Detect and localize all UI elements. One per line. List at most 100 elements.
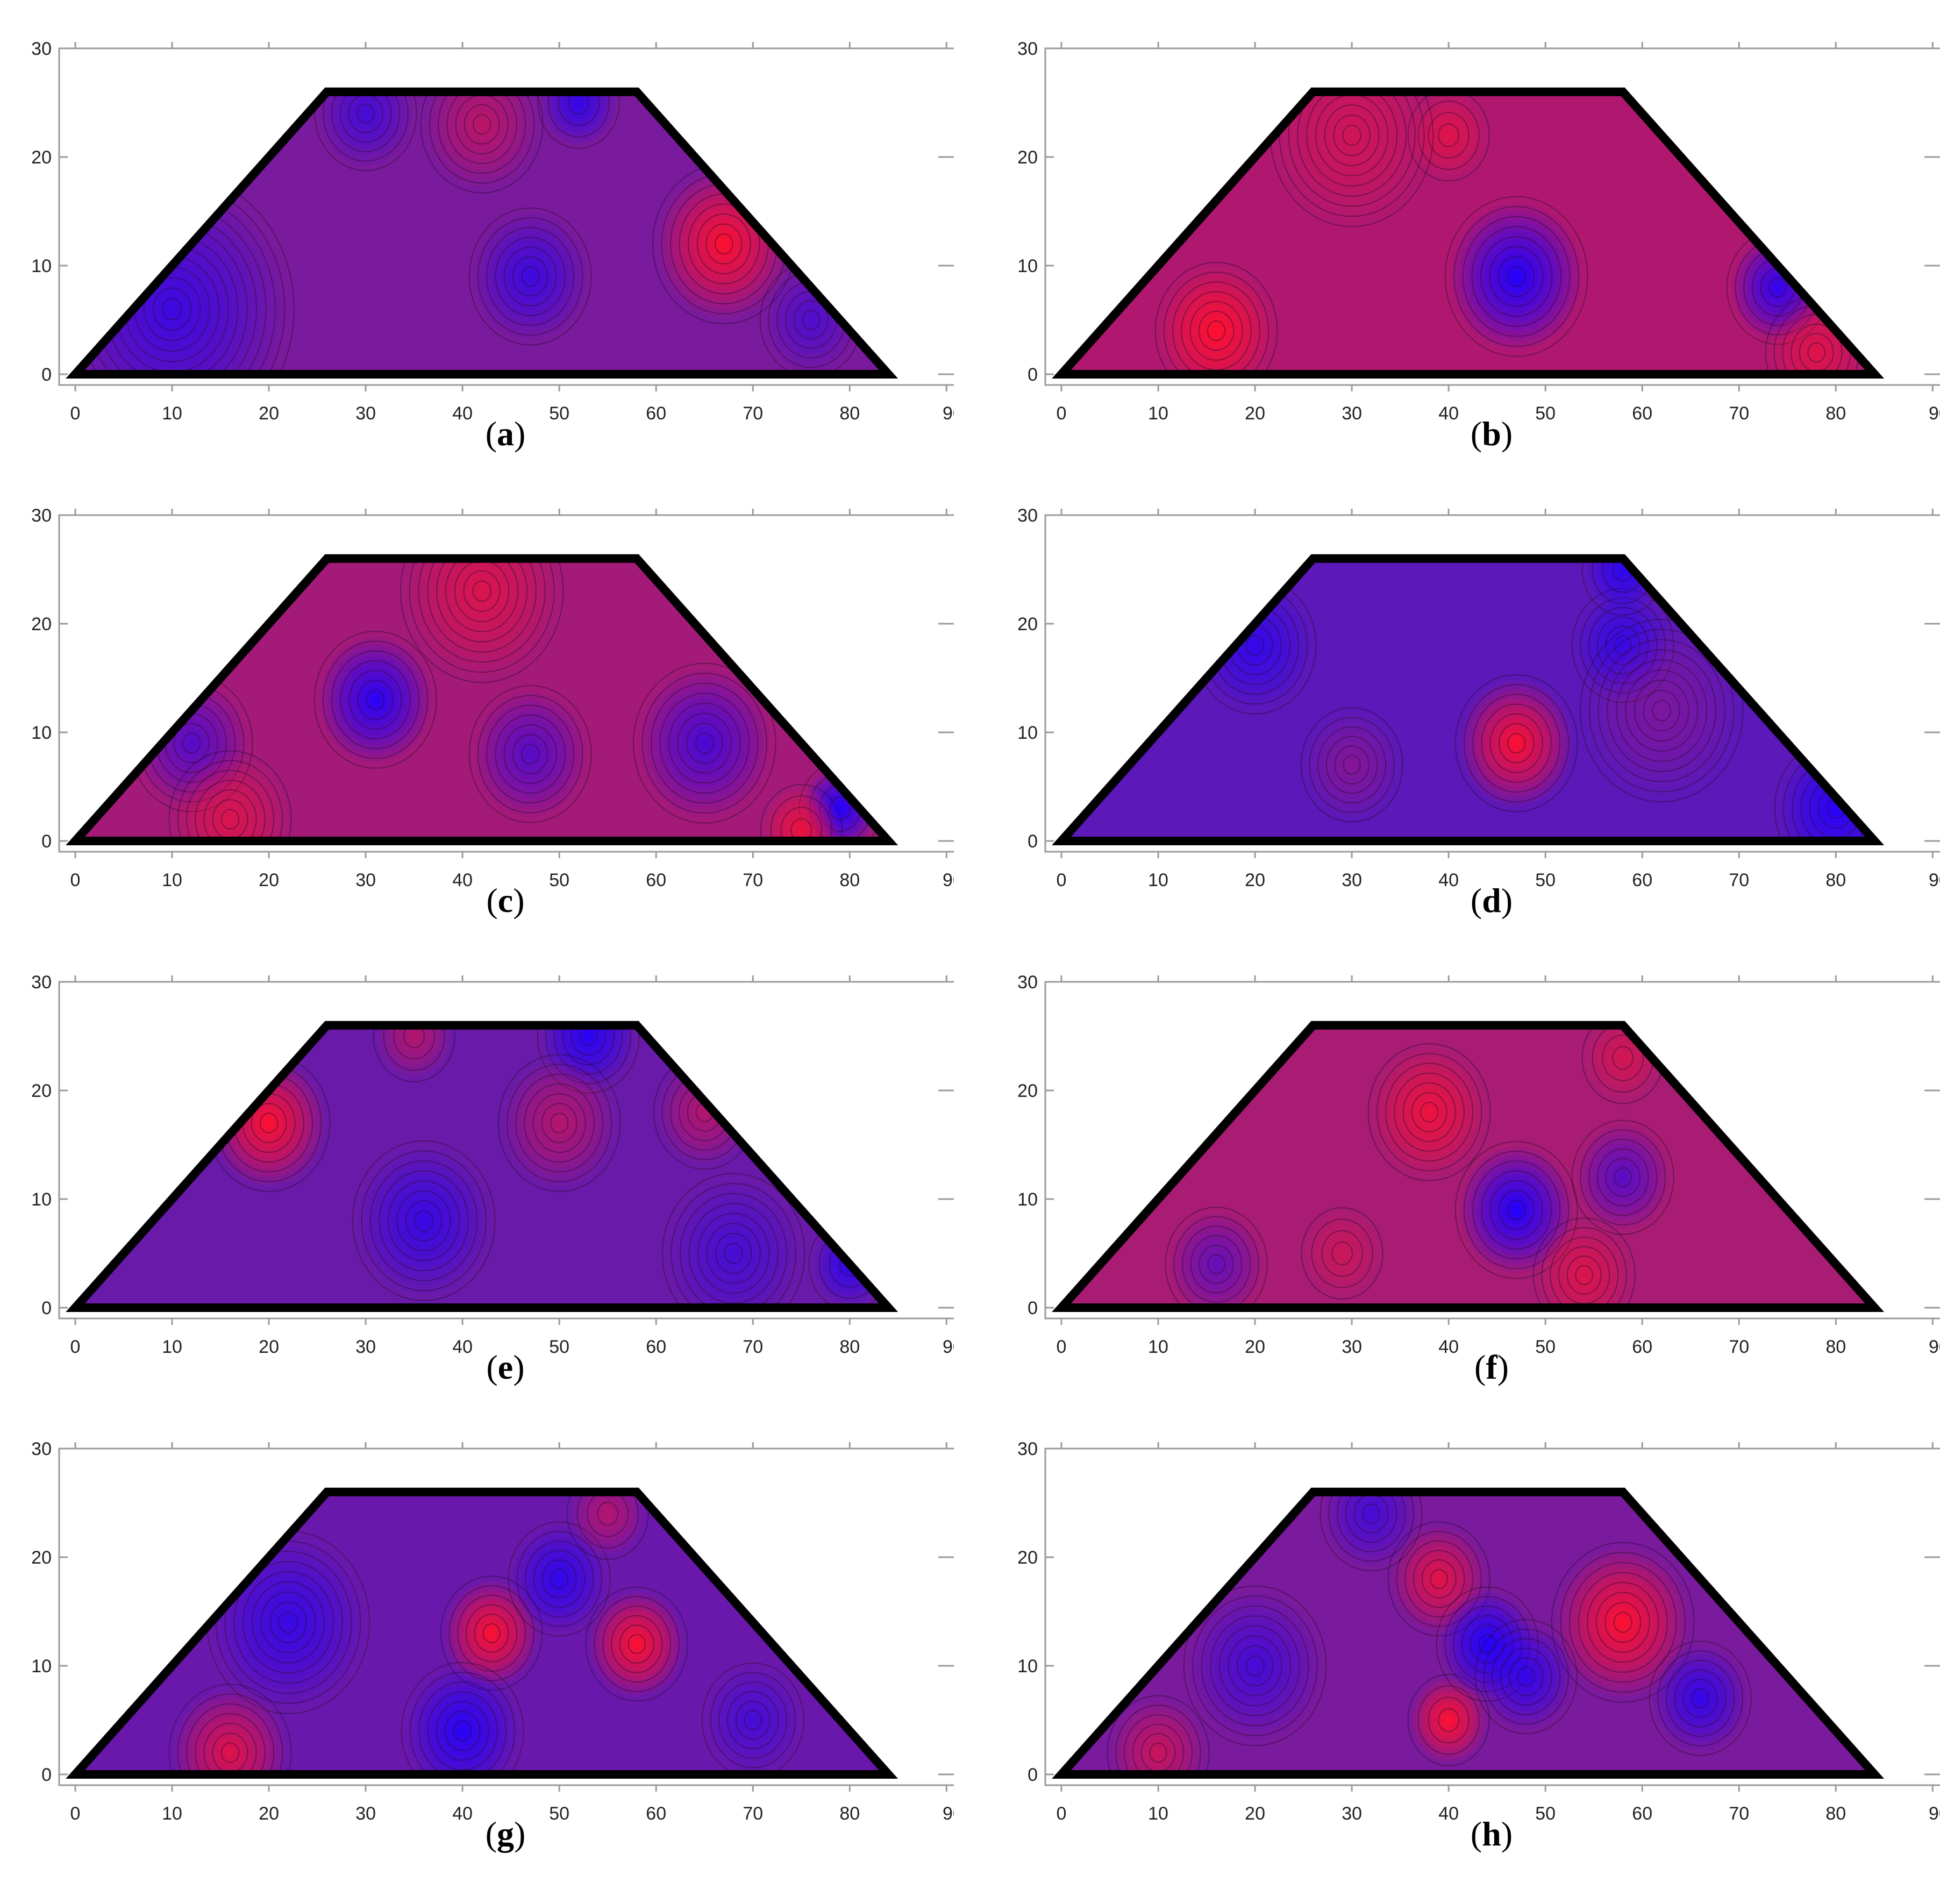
contour-line xyxy=(594,1596,680,1692)
contour-line xyxy=(1566,1256,1602,1295)
contour-line xyxy=(251,1103,287,1143)
contour-line xyxy=(438,91,526,174)
contour-line xyxy=(1666,1659,1735,1737)
contour-line xyxy=(340,660,411,740)
contour-line xyxy=(566,1492,649,1560)
contour-line xyxy=(558,91,600,126)
x-tick-label: 30 xyxy=(355,403,376,424)
contour-line xyxy=(1652,700,1672,722)
y-tick-label: 0 xyxy=(1028,831,1038,852)
contour-line xyxy=(1508,1657,1544,1696)
x-tick-label: 40 xyxy=(1438,403,1459,424)
x-tick-label: 900 xyxy=(943,403,954,424)
x-tick-label: 70 xyxy=(743,403,763,424)
contour-line xyxy=(1182,1225,1251,1303)
section-outline xyxy=(66,554,898,845)
x-tick-label: 10 xyxy=(1148,403,1168,424)
section-outline xyxy=(66,1021,898,1312)
y-tick-label: 20 xyxy=(1017,1081,1038,1101)
contour-line xyxy=(1560,1552,1686,1693)
x-tick-label: 30 xyxy=(355,870,376,890)
contour-line xyxy=(465,1604,518,1663)
panel-caption: (g) xyxy=(452,1814,559,1854)
x-tick-label: 20 xyxy=(259,403,279,424)
x-tick-label: 60 xyxy=(1632,403,1652,424)
contour-line xyxy=(463,104,500,145)
x-tick-label: 0 xyxy=(70,1803,81,1824)
low-value-hotspot xyxy=(637,667,773,819)
contour-line xyxy=(1463,684,1570,803)
contour-line xyxy=(195,1713,266,1775)
y-tick-label: 10 xyxy=(31,256,52,276)
x-tick-label: 60 xyxy=(1632,1803,1652,1824)
x-tick-label: 40 xyxy=(452,403,473,424)
contour-line xyxy=(1500,1648,1552,1706)
x-tick-label: 40 xyxy=(452,870,473,890)
contour-line xyxy=(418,558,546,663)
low-value-hotspot xyxy=(317,634,434,765)
y-tick-label: 30 xyxy=(31,972,52,993)
x-tick-label: 50 xyxy=(1535,403,1556,424)
contour-line xyxy=(760,783,843,842)
panel-caption: (a) xyxy=(452,414,559,454)
contour-line xyxy=(1288,91,1416,207)
caption-letter: b xyxy=(1482,415,1501,453)
contour-line xyxy=(1413,1550,1465,1608)
contour-line xyxy=(1198,310,1235,351)
contour-line xyxy=(1362,1503,1380,1524)
contour-line xyxy=(427,558,537,653)
contour-line xyxy=(1471,226,1561,327)
contour-line xyxy=(1306,91,1398,187)
low-value-hotspot xyxy=(666,1177,802,1308)
x-tick-label: 50 xyxy=(1535,870,1556,890)
caption-paren: ( xyxy=(486,881,498,919)
contour-line xyxy=(420,91,544,194)
y-tick-label: 0 xyxy=(1028,365,1038,385)
contour-line xyxy=(414,1210,433,1231)
contour-line xyxy=(1612,1046,1634,1070)
high-value-hotspot xyxy=(172,1687,289,1775)
contour-line xyxy=(1115,1705,1201,1775)
x-tick-label: 30 xyxy=(1342,403,1362,424)
contour-line xyxy=(1643,689,1680,732)
contour-line xyxy=(1199,1244,1234,1284)
contour-line xyxy=(1236,1645,1274,1687)
contour-line xyxy=(1183,1585,1327,1746)
y-tick-label: 10 xyxy=(1017,723,1038,743)
contour-line xyxy=(1420,1102,1439,1123)
x-tick-label: 40 xyxy=(1438,1337,1459,1357)
x-tick-label: 30 xyxy=(1342,870,1362,890)
contour-line xyxy=(495,714,566,794)
contour-line xyxy=(1343,754,1361,775)
high-value-hotspot xyxy=(1303,1210,1381,1297)
contour-line xyxy=(1228,1635,1282,1696)
x-tick-label: 10 xyxy=(162,403,182,424)
contour-line xyxy=(1480,236,1553,317)
contour-line xyxy=(632,662,776,824)
x-tick-label: 30 xyxy=(1342,1803,1362,1824)
high-value-hotspot xyxy=(501,1058,618,1188)
contour-line xyxy=(233,1561,343,1684)
contour-line xyxy=(1517,1666,1535,1687)
contour-line xyxy=(1454,1140,1578,1279)
y-tick-label: 20 xyxy=(31,614,52,634)
contour-line xyxy=(1300,707,1403,823)
contour-line xyxy=(668,702,741,784)
caption-letter: a xyxy=(497,415,514,453)
low-value-hotspot xyxy=(472,689,589,819)
contour-line xyxy=(463,570,501,612)
contour-line xyxy=(503,246,557,306)
x-tick-label: 900 xyxy=(943,1803,954,1824)
x-tick-label: 70 xyxy=(743,1803,763,1824)
contour-line xyxy=(220,1742,240,1763)
contour-line xyxy=(444,1710,481,1751)
low-value-hotspot xyxy=(511,1524,608,1634)
contour-line xyxy=(696,213,751,275)
low-value-hotspot xyxy=(317,91,415,168)
contour-line xyxy=(1124,1714,1193,1775)
contour-line xyxy=(482,1623,501,1644)
caption-paren: ) xyxy=(1501,881,1513,919)
x-tick-label: 0 xyxy=(1057,403,1067,424)
contour-line xyxy=(162,298,182,320)
high-value-hotspot xyxy=(588,1589,686,1699)
